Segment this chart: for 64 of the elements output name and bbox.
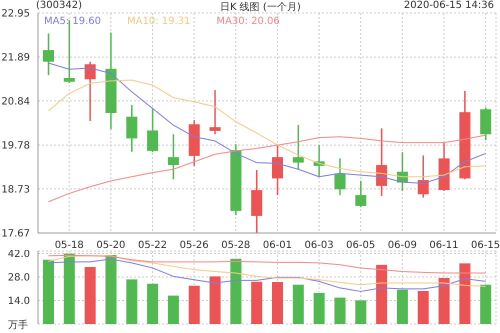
y-tick-label: 42.0 [8, 249, 30, 260]
candlestick [210, 89, 221, 135]
candlestick [334, 158, 346, 196]
x-tick-label: 05-20 [96, 240, 126, 252]
candlestick [147, 107, 158, 153]
x-tick-label: 06-09 [388, 240, 417, 252]
candlestick [43, 32, 54, 76]
bar [272, 282, 283, 324]
x-tick-label: 06-05 [346, 240, 376, 252]
candlestick [292, 124, 304, 170]
line-series [48, 258, 486, 292]
bar [251, 282, 262, 324]
bar [147, 284, 158, 324]
y-tick-label: 14.0 [8, 296, 30, 308]
text: 2020-06-15 14:36 [404, 0, 494, 11]
candlestick [84, 61, 96, 122]
bar [396, 290, 408, 324]
x-tick-label: 06-15 [471, 240, 500, 252]
y-axis-title: 万手 [8, 318, 28, 332]
bar [438, 278, 450, 324]
text: MA10: 19.31 [127, 16, 190, 27]
y-tick-label: 22.95 [1, 8, 30, 20]
bar [314, 292, 325, 324]
bar [459, 263, 470, 324]
candlestick [168, 134, 179, 180]
bar [418, 290, 429, 324]
candlestick [272, 145, 283, 196]
x-tick-label: 06-01 [262, 240, 292, 252]
candlestick [418, 154, 429, 198]
y-tick-label: 18.73 [1, 184, 30, 196]
chart-title: 日K 线图 (一个月) [220, 0, 301, 14]
bar [126, 279, 138, 324]
bar [210, 276, 221, 324]
x-tick-label: 06-11 [429, 240, 458, 252]
bar [168, 296, 179, 324]
candlestick [376, 128, 388, 197]
bar [84, 266, 96, 324]
y-tick-label: 17.67 [1, 228, 30, 240]
bar [230, 258, 242, 324]
candlestick [126, 104, 138, 152]
bar [355, 300, 366, 324]
text: MA5: 19.60 [44, 16, 102, 27]
line-series [48, 254, 486, 274]
y-tick-label: 20.84 [1, 96, 30, 108]
text: MA30: 20.06 [216, 16, 280, 27]
bar [43, 260, 54, 324]
bar [292, 284, 304, 324]
chart-subtitle: (300342) [36, 0, 82, 11]
x-tick-label: 05-26 [180, 240, 209, 252]
bar [105, 255, 116, 324]
y-tick-label: 19.78 [1, 140, 30, 152]
x-tick-label: 05-18 [54, 240, 84, 252]
y-tick-label: 21.89 [1, 52, 30, 64]
candlestick [355, 180, 366, 208]
bar [64, 254, 75, 324]
x-tick-label: 05-28 [221, 240, 250, 252]
bar [480, 284, 492, 324]
x-tick-label: 06-03 [304, 240, 334, 252]
bar [376, 264, 388, 324]
bar [188, 286, 200, 324]
x-tick-label: 05-22 [138, 240, 168, 252]
line-series [48, 255, 486, 287]
y-tick-label: 28.0 [8, 272, 30, 284]
bar [334, 298, 346, 324]
